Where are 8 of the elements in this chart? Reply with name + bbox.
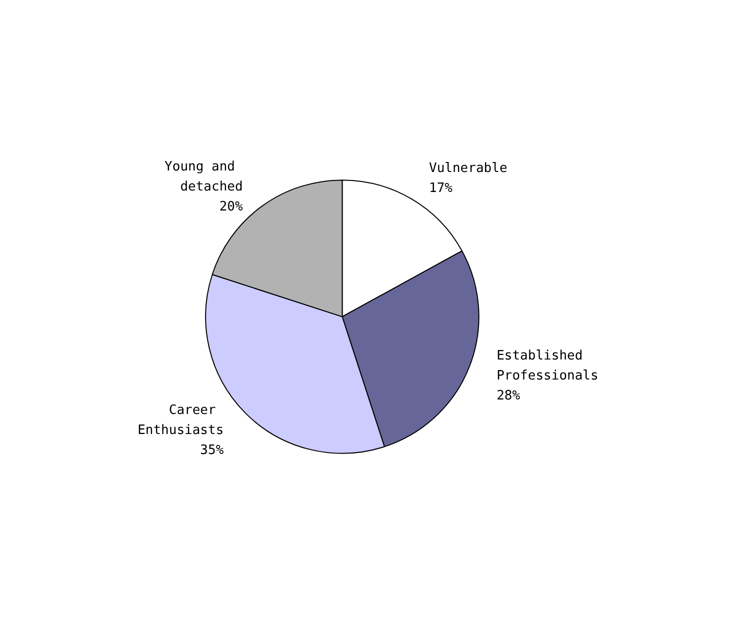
slice-label: Established Professionals — [496, 348, 598, 384]
data-label: 20% — [219, 199, 243, 214]
data-label: 17% — [429, 180, 453, 196]
slice-label: Young and detached — [164, 159, 243, 194]
data-label: 28% — [496, 388, 520, 404]
slice-label: Vulnerable — [429, 160, 508, 176]
slice-label: Career Enthusiasts — [138, 402, 224, 438]
data-label: 35% — [200, 442, 224, 458]
